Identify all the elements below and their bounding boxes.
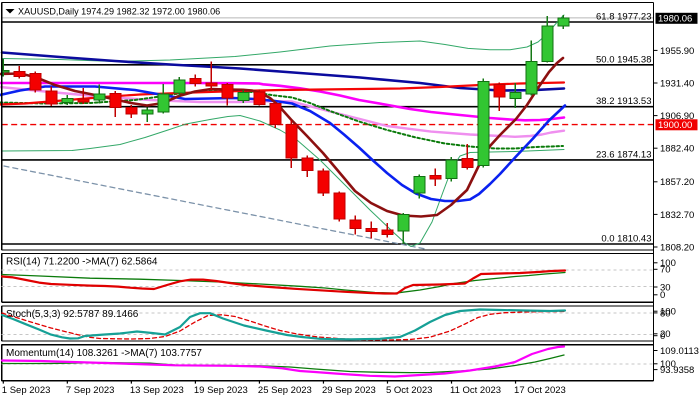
svg-text:61.8 1977.23: 61.8 1977.23 xyxy=(596,12,651,23)
svg-text:1 Sep 2023: 1 Sep 2023 xyxy=(2,385,51,396)
svg-text:0: 0 xyxy=(660,331,665,342)
svg-text:100: 100 xyxy=(660,258,676,269)
svg-text:25 Sep 2023: 25 Sep 2023 xyxy=(258,385,312,396)
svg-text:29 Sep 2023: 29 Sep 2023 xyxy=(322,385,376,396)
svg-text:Momentum(14) 108.3261 ->MA(7): Momentum(14) 108.3261 ->MA(7) 103.7757 xyxy=(6,348,202,359)
svg-text:13 Sep 2023: 13 Sep 2023 xyxy=(130,385,184,396)
svg-text:50.0 1945.38: 50.0 1945.38 xyxy=(596,54,651,65)
svg-text:1900.00: 1900.00 xyxy=(658,120,692,131)
svg-text:1882.40: 1882.40 xyxy=(660,144,694,155)
svg-text:19 Sep 2023: 19 Sep 2023 xyxy=(194,385,248,396)
svg-text:1857.20: 1857.20 xyxy=(660,177,694,188)
svg-text:1955.90: 1955.90 xyxy=(660,46,694,57)
svg-text:38.2 1913.53: 38.2 1913.53 xyxy=(596,96,651,107)
svg-text:17 Oct 2023: 17 Oct 2023 xyxy=(514,385,566,396)
svg-text:1832.70: 1832.70 xyxy=(660,210,694,221)
svg-text:Stoch(5,3,3) 92.5787 89.1466: Stoch(5,3,3) 92.5787 89.1466 xyxy=(6,309,139,320)
svg-text:93.9358: 93.9358 xyxy=(660,365,694,376)
svg-text:109.0113: 109.0113 xyxy=(660,346,699,357)
svg-text:1980.06: 1980.06 xyxy=(658,14,692,25)
svg-text:1808.20: 1808.20 xyxy=(660,242,694,253)
svg-text:1906.90: 1906.90 xyxy=(660,111,694,122)
svg-text:80: 80 xyxy=(660,308,671,319)
svg-text:20: 20 xyxy=(660,329,671,340)
svg-text:23.6 1874.13: 23.6 1874.13 xyxy=(596,149,651,160)
svg-text:RSI(14) 71.2200 ->MA(7) 62.58: RSI(14) 71.2200 ->MA(7) 62.5864 xyxy=(6,257,158,268)
svg-text:30: 30 xyxy=(660,282,671,293)
svg-text:0.0 1810.43: 0.0 1810.43 xyxy=(601,234,651,245)
svg-text:0: 0 xyxy=(660,290,665,301)
svg-text:1931.40: 1931.40 xyxy=(660,78,694,89)
svg-text:70: 70 xyxy=(660,265,671,276)
svg-text:5 Oct 2023: 5 Oct 2023 xyxy=(386,385,432,396)
svg-text:100: 100 xyxy=(660,359,676,370)
svg-text:11 Oct 2023: 11 Oct 2023 xyxy=(450,385,501,396)
svg-text:100: 100 xyxy=(660,307,676,318)
svg-text:7 Sep 2023: 7 Sep 2023 xyxy=(66,385,115,396)
svg-text:XAUUSD,Daily 1974.29 1982.32: XAUUSD,Daily 1974.29 1982.32 1972.00 198… xyxy=(18,7,220,17)
